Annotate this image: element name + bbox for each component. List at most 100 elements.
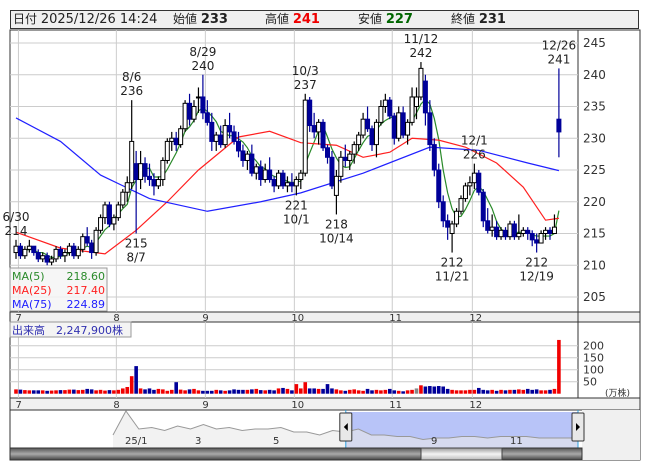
volume-bar: [441, 386, 445, 394]
price-tick-label: 230: [583, 131, 606, 145]
volume-bar: [161, 389, 165, 394]
candle-body: [311, 125, 317, 133]
candle-body: [182, 102, 188, 130]
candle-body: [373, 121, 379, 146]
ma25-value: 217.40: [67, 284, 106, 297]
month-label: 10: [291, 400, 304, 411]
volume-bar: [330, 388, 334, 394]
low-field: 安値 227: [358, 12, 413, 27]
annotation-price: 214: [5, 224, 28, 238]
candle-body: [22, 248, 28, 257]
annotation-price: 236: [120, 84, 143, 98]
volume-bar: [267, 389, 272, 394]
candle-body: [507, 223, 513, 238]
volume-bar: [468, 389, 472, 394]
month-label: 12: [469, 400, 482, 411]
candle-body: [422, 80, 428, 114]
volume-bar: [241, 389, 245, 394]
candle-body: [160, 159, 166, 181]
annotation-price: 242: [409, 46, 432, 60]
volume-bar: [299, 388, 303, 394]
candle-body: [40, 255, 46, 260]
candle-body: [89, 242, 95, 254]
volume-bar: [116, 389, 121, 394]
annotation-date: 10/3: [292, 64, 319, 78]
volume-bar: [183, 390, 187, 394]
candle-body: [427, 112, 433, 146]
candle-body: [436, 169, 442, 203]
volume-bar: [485, 390, 490, 394]
candle-body: [276, 172, 282, 187]
month-label: 7: [15, 400, 21, 411]
candle-body: [538, 233, 544, 244]
volume-bar: [414, 388, 419, 394]
volume-bar: [548, 389, 552, 394]
volume-bar: [89, 389, 94, 394]
volume-bar: [107, 390, 112, 394]
candle-body: [129, 140, 135, 184]
volume-bar: [392, 390, 397, 394]
volume-bar: [312, 388, 316, 394]
navigator[interactable]: 25/1 3 5 9 11: [9, 410, 585, 461]
candle-body: [387, 99, 393, 117]
candle-body: [280, 172, 286, 187]
scrollbar-thumb[interactable]: [420, 447, 503, 461]
volume-bar: [339, 390, 343, 394]
candle-body: [543, 229, 549, 234]
arrow-right-icon: [576, 423, 580, 431]
candle-body: [204, 112, 210, 123]
candle-body: [138, 163, 144, 181]
volume-bar: [94, 390, 98, 394]
price-tick-label: 210: [583, 258, 606, 272]
ma-legend: MA(5) 218.60 MA(25) 217.40 MA(75) 224.89 出来高 2,…: [9, 267, 132, 338]
price-tick-label: 215: [583, 227, 606, 241]
volume-bar: [174, 382, 178, 394]
volume-bar: [334, 389, 339, 394]
candle-body: [253, 166, 259, 174]
volume-bar: [396, 390, 401, 394]
candle-body: [187, 102, 193, 120]
candle-body: [200, 96, 206, 114]
candle-body: [93, 229, 99, 254]
ma25-label: MA(25): [12, 284, 52, 297]
ma5-value: 218.60: [67, 270, 106, 283]
annotation-date: 8/6: [122, 70, 141, 84]
candle-body: [195, 96, 201, 99]
candle-body: [302, 99, 308, 174]
candle-body: [529, 233, 535, 241]
candle-body: [249, 153, 255, 174]
annotation-price: 237: [294, 78, 317, 92]
candle-body: [66, 245, 72, 254]
volume-bar: [503, 390, 508, 394]
month-label: 7: [15, 313, 21, 324]
volume-bar: [143, 389, 147, 394]
candle-body: [405, 121, 411, 136]
volume-bars: [14, 339, 561, 394]
volume-bar: [454, 390, 459, 394]
candle-body: [449, 223, 455, 235]
month-label: 11: [389, 313, 402, 324]
candle-body: [258, 166, 264, 181]
candle-body: [147, 175, 152, 181]
volume-bar: [192, 388, 196, 394]
volume-bar: [276, 388, 281, 394]
ma75-line: [15, 117, 560, 212]
annotation-price: 215: [125, 237, 148, 251]
volume-bar: [49, 390, 54, 394]
candle-body: [369, 128, 375, 146]
candle-body: [378, 106, 384, 123]
volume-bar: [294, 384, 299, 394]
candle-body: [351, 144, 357, 155]
volume-bar: [201, 390, 205, 394]
volume-bar: [477, 387, 481, 394]
volume-label: 出来高: [12, 323, 45, 337]
volume-bar: [54, 390, 58, 394]
volume-bar: [125, 386, 130, 394]
candle-body: [476, 172, 482, 193]
navigator-label: 25/1: [125, 436, 147, 447]
volume-bar: [539, 390, 543, 394]
volume-bar: [530, 389, 534, 394]
volume-bar: [285, 388, 290, 394]
volume-value: 2,247,900株: [56, 323, 123, 337]
